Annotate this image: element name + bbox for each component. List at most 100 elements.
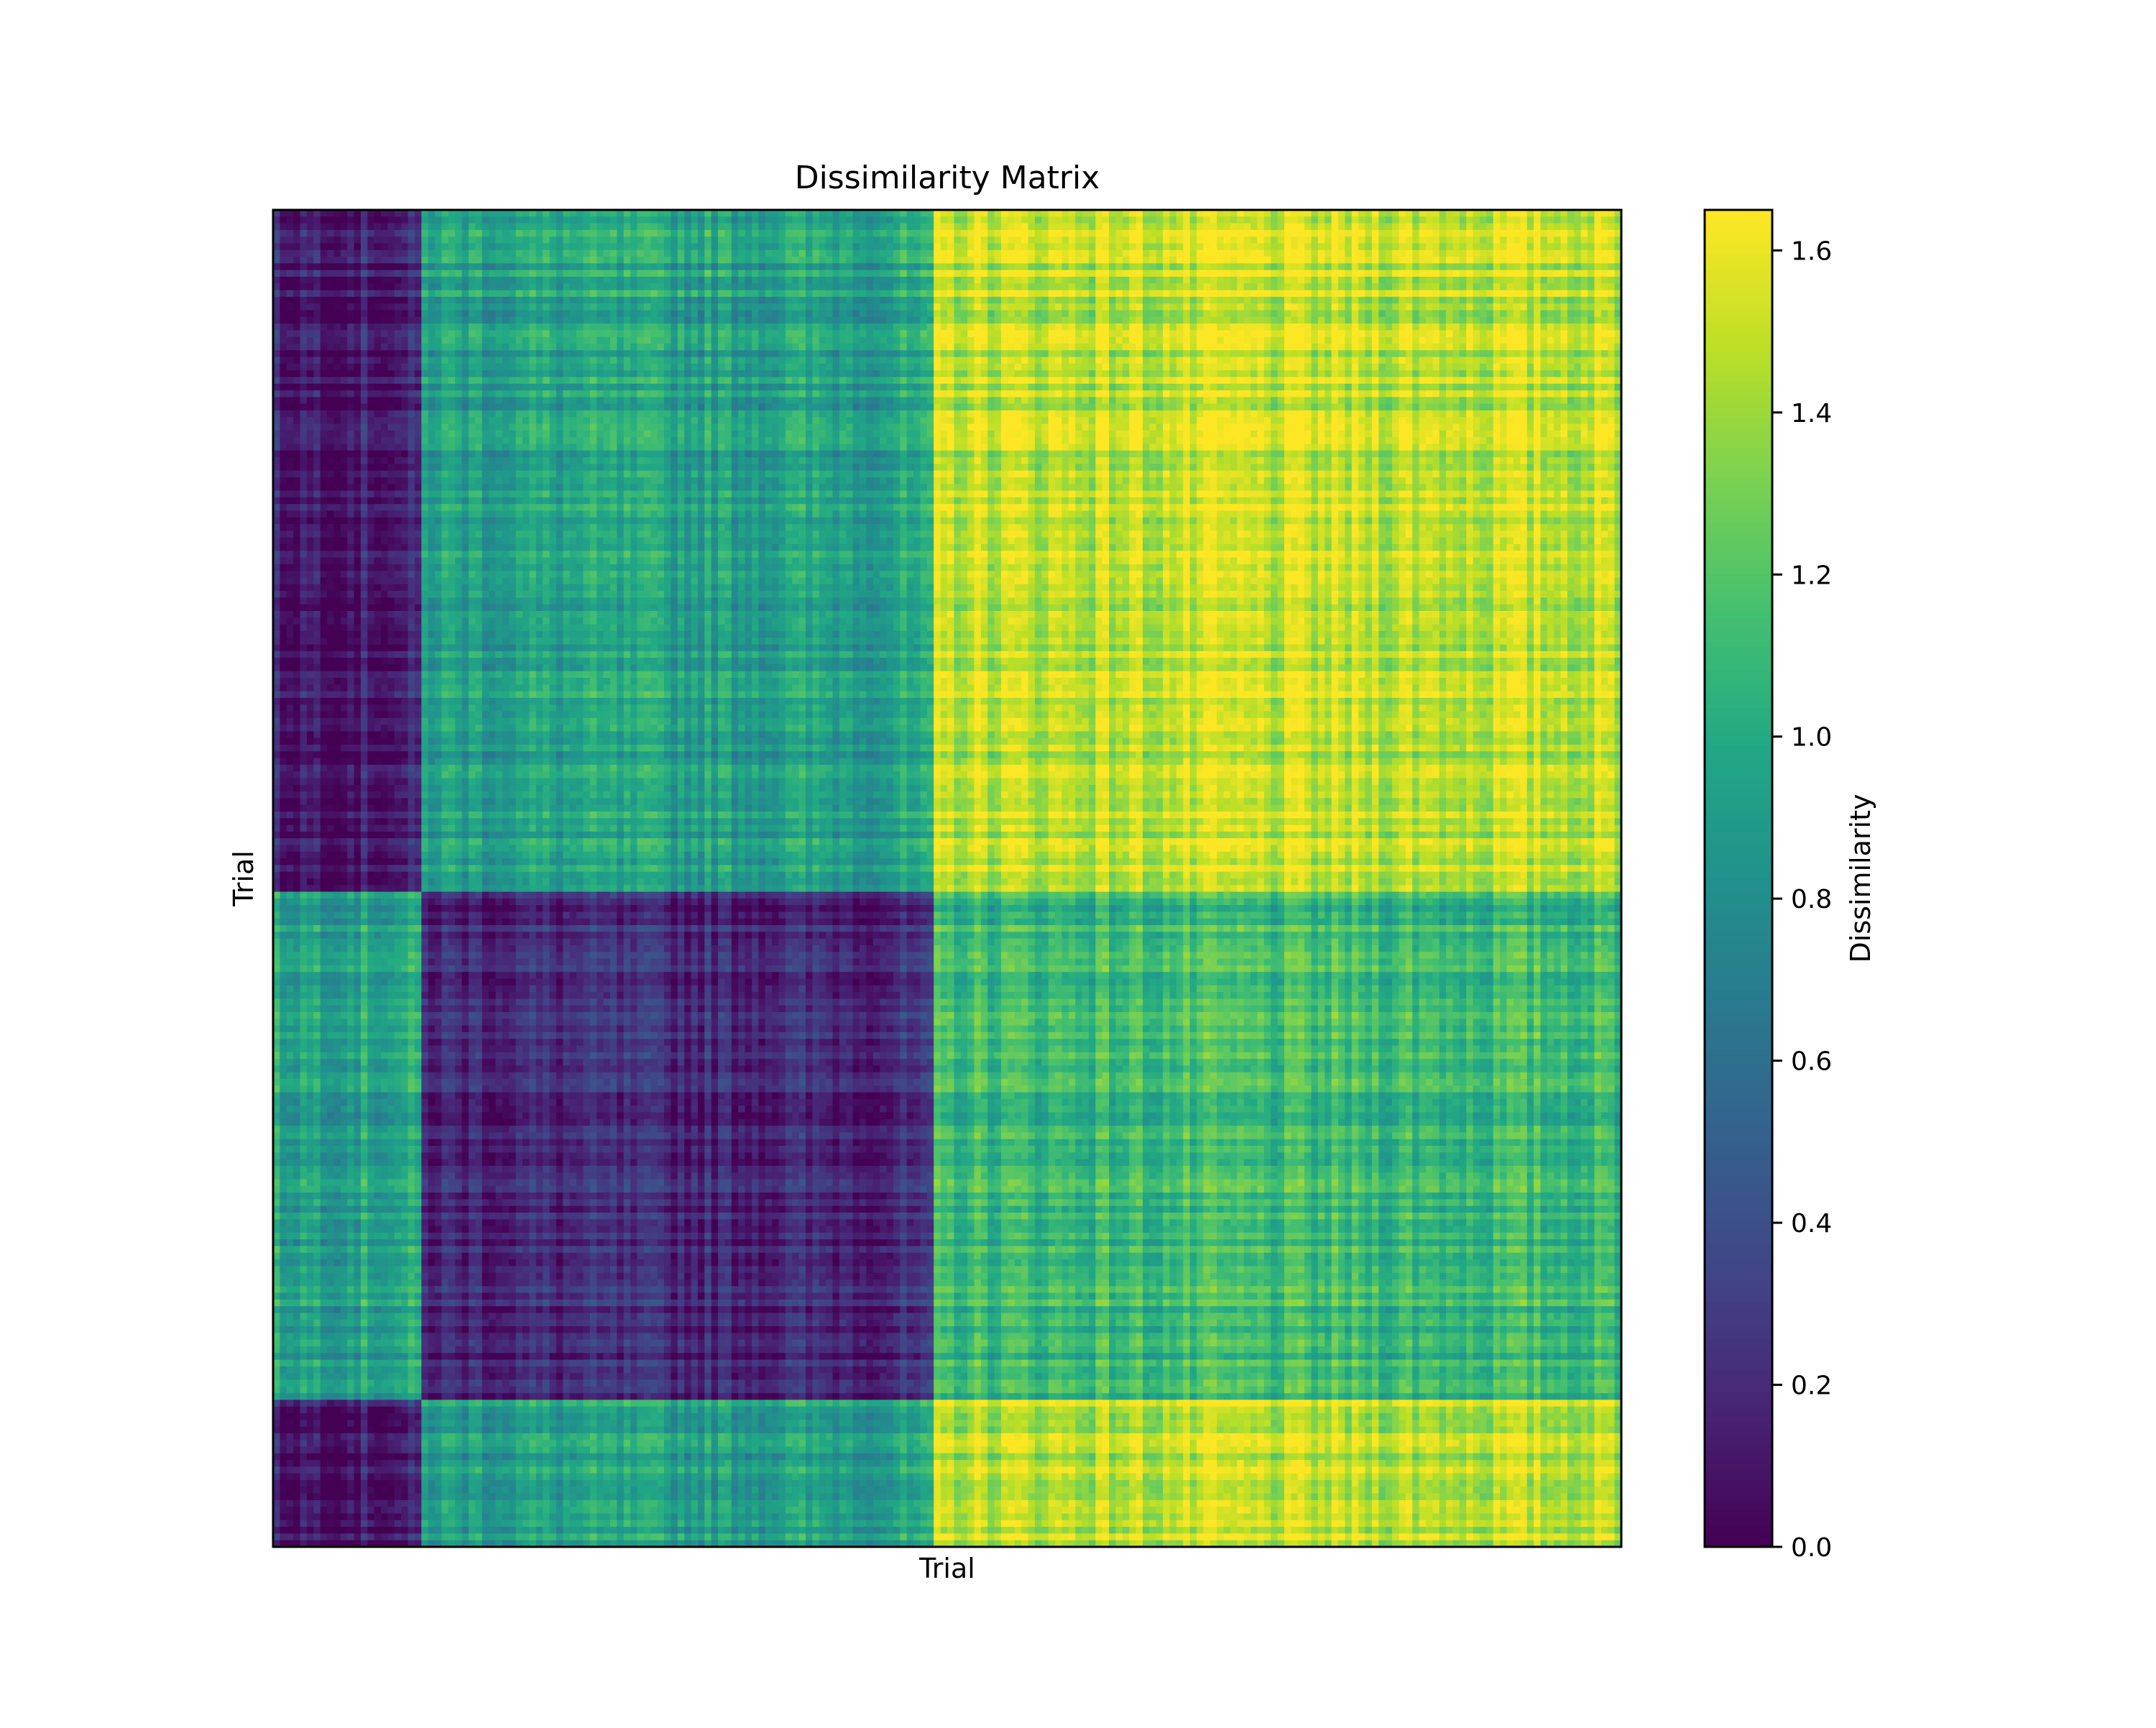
- heatmap-cell: [1554, 224, 1561, 231]
- heatmap-cell: [1244, 224, 1251, 231]
- heatmap-cell: [887, 216, 894, 224]
- heatmap-cell: [934, 236, 941, 244]
- heatmap-cell: [496, 216, 503, 224]
- heatmap-cell: [1055, 230, 1062, 237]
- heatmap-cell: [489, 216, 496, 224]
- heatmap-cell: [1493, 224, 1501, 231]
- heatmap-cell: [1432, 224, 1439, 231]
- heatmap-cell: [387, 216, 395, 224]
- heatmap-cell: [307, 216, 314, 224]
- heatmap-cell: [395, 216, 402, 224]
- heatmap-cell: [516, 230, 523, 237]
- heatmap-cell: [684, 230, 691, 237]
- heatmap-cell: [873, 230, 880, 237]
- heatmap-cell: [947, 224, 954, 231]
- heatmap-cell: [395, 236, 402, 244]
- heatmap-cell: [583, 224, 590, 231]
- heatmap-cell: [327, 236, 334, 244]
- heatmap-cell: [1028, 216, 1036, 224]
- heatmap-cell: [1386, 230, 1393, 237]
- heatmap-cell: [1123, 236, 1130, 244]
- heatmap-cell: [280, 216, 287, 224]
- heatmap-cell: [374, 236, 382, 244]
- heatmap-cell: [1278, 230, 1285, 237]
- heatmap-cell: [1460, 216, 1467, 224]
- heatmap-cell: [435, 230, 442, 237]
- heatmap-cell: [1493, 230, 1501, 237]
- heatmap-cell: [1129, 230, 1136, 237]
- heatmap-cell: [1345, 230, 1352, 237]
- heatmap-cell: [617, 236, 624, 244]
- heatmap-cell: [927, 230, 934, 237]
- heatmap-cell: [1237, 224, 1244, 231]
- heatmap-cell: [1183, 230, 1190, 237]
- heatmap-cell: [442, 236, 449, 244]
- heatmap-cell: [1291, 224, 1298, 231]
- heatmap-cell: [900, 230, 907, 237]
- heatmap-cell: [502, 216, 510, 224]
- heatmap-cell: [860, 224, 867, 231]
- heatmap-cell: [934, 216, 941, 224]
- heatmap-cell: [1210, 216, 1217, 224]
- heatmap-cell: [786, 230, 793, 237]
- heatmap-cells: [273, 210, 1622, 1548]
- heatmap-cell: [1116, 230, 1123, 237]
- heatmap-cell: [1264, 236, 1271, 244]
- heatmap-cell: [1378, 236, 1386, 244]
- heatmap-cell: [1332, 236, 1339, 244]
- heatmap-cell: [799, 224, 806, 231]
- heatmap-cell: [806, 236, 813, 244]
- heatmap-cell: [1547, 216, 1554, 224]
- heatmap-cell: [995, 224, 1002, 231]
- heatmap-cell: [650, 230, 658, 237]
- heatmap-cell: [691, 230, 699, 237]
- heatmap-cell: [321, 236, 328, 244]
- heatmap-cell: [1527, 236, 1534, 244]
- heatmap-cell: [421, 236, 428, 244]
- heatmap-cell: [550, 236, 557, 244]
- heatmap-cell: [321, 230, 328, 237]
- heatmap-cell: [873, 216, 880, 224]
- heatmap-cell: [819, 216, 826, 224]
- heatmap-cell: [1055, 224, 1062, 231]
- heatmap-cell: [1480, 230, 1487, 237]
- heatmap-cell: [630, 230, 637, 237]
- heatmap-cell: [650, 224, 658, 231]
- heatmap-cell: [347, 236, 354, 244]
- heatmap-cell: [462, 230, 469, 237]
- heatmap-cell: [1581, 216, 1588, 224]
- heatmap-cell: [1217, 216, 1224, 224]
- heatmap-cell: [704, 216, 711, 224]
- heatmap-cell: [1271, 224, 1278, 231]
- heatmap-cell: [536, 230, 543, 237]
- heatmap-cell: [469, 224, 476, 231]
- heatmap-cell: [1156, 216, 1164, 224]
- heatmap-cell: [293, 230, 300, 237]
- heatmap-cell: [1197, 230, 1204, 237]
- heatmap-cell: [987, 224, 995, 231]
- heatmap-cell: [596, 230, 604, 237]
- heatmap-cell: [354, 216, 361, 224]
- heatmap-cell: [1365, 224, 1373, 231]
- heatmap-cell: [678, 216, 685, 224]
- heatmap-cell: [428, 230, 436, 237]
- heatmap-cell: [678, 236, 685, 244]
- heatmap-cell: [1466, 224, 1473, 231]
- heatmap-cell: [987, 230, 995, 237]
- heatmap-cell: [550, 224, 557, 231]
- heatmap-cell: [604, 230, 611, 237]
- heatmap-cell: [1473, 216, 1480, 224]
- heatmap-cell: [644, 230, 651, 237]
- heatmap-cell: [1460, 236, 1467, 244]
- heatmap-cell: [509, 230, 516, 237]
- heatmap-cell: [1123, 224, 1130, 231]
- heatmap-cell: [496, 224, 503, 231]
- heatmap-cell: [1069, 236, 1076, 244]
- heatmap-cell: [570, 236, 577, 244]
- heatmap-cell: [1325, 224, 1332, 231]
- heatmap-cell: [779, 236, 786, 244]
- heatmap-cell: [496, 236, 503, 244]
- heatmap-cell: [1608, 224, 1615, 231]
- heatmap-cell: [1041, 230, 1049, 237]
- heatmap-cell: [745, 216, 752, 224]
